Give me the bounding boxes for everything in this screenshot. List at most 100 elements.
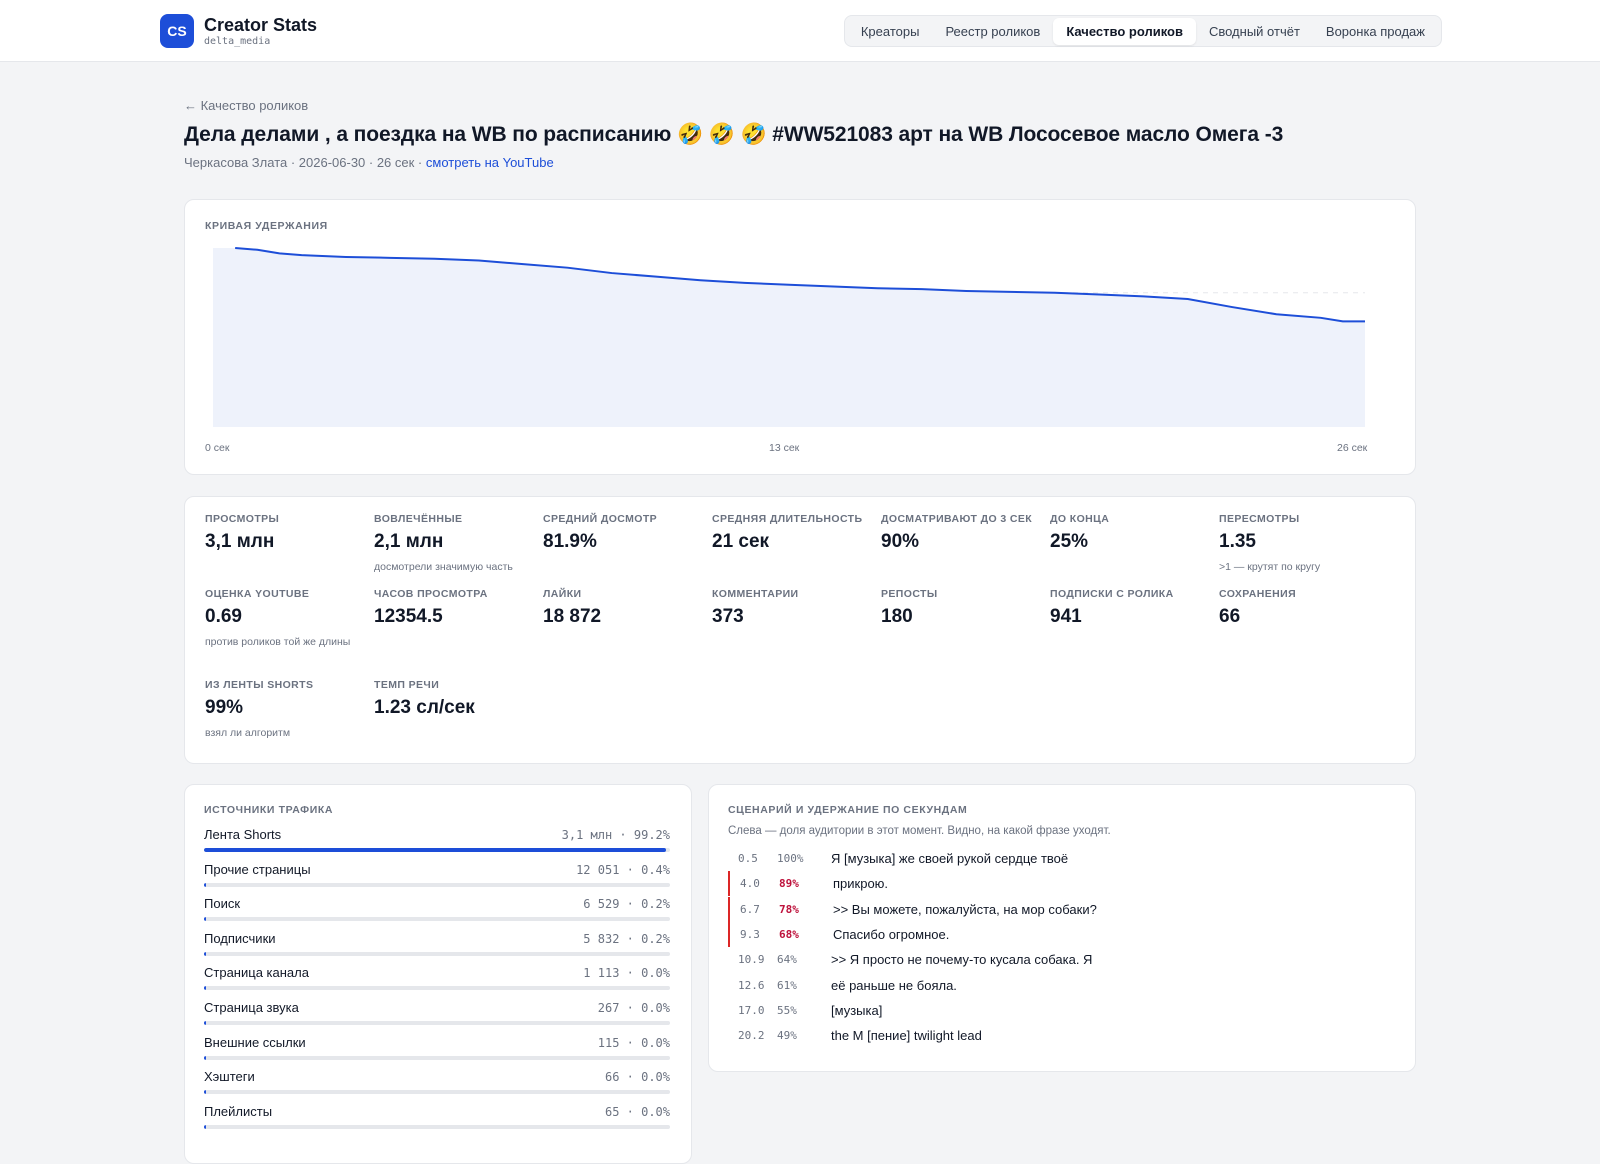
traffic-share-bar <box>204 882 670 887</box>
traffic-source-value: 1 113 · 0.0% <box>583 966 670 981</box>
traffic-share-fill <box>204 986 206 991</box>
script-row: 6.7 78% >> Вы можете, пожалуйста, на мор с… <box>728 896 1388 922</box>
script-row: 20.2 49% the M [пение] twilight lead <box>728 1023 1388 1048</box>
metric-label: ДО КОНЦА <box>1050 513 1110 525</box>
metric-label: СРЕДНИЙ ДОСМОТР <box>543 513 658 525</box>
script-retention-card: СЦЕНАРИЙ И УДЕРЖАНИЕ ПО СЕКУНДАМ Слева —… <box>708 784 1416 1072</box>
retention-title: КРИВАЯ УДЕРЖАНИЯ <box>205 220 328 232</box>
traffic-share-bar <box>204 986 670 991</box>
metric-value: 373 <box>712 606 744 627</box>
script-phrase: the M [пение] twilight lead <box>831 1028 982 1044</box>
metric-label: КОММЕНТАРИИ <box>712 588 799 600</box>
retention-line <box>235 247 1365 323</box>
retention-chart <box>213 247 1365 427</box>
script-row: 17.0 55% [музыка] <box>728 998 1388 1023</box>
traffic-source-row: Поиск 6 529 · 0.2% <box>204 896 670 922</box>
metric: ПЕРЕСМОТРЫ 1.35 >1 — крутят по кругу <box>1219 513 1384 575</box>
video-meta-text: Черкасова Злата · 2026-06-30 · 26 сек · <box>184 155 426 170</box>
traffic-sources-card: ИСТОЧНИКИ ТРАФИКА Лента Shorts 3,1 млн · … <box>184 784 692 1164</box>
traffic-share-fill <box>204 1055 206 1060</box>
metric-sub: >1 — крутят по кругу <box>1219 561 1321 573</box>
metric-sub: против роликов той же длины <box>205 636 351 648</box>
app-name: Creator Stats <box>204 14 318 35</box>
metric-value: 81.9% <box>543 531 597 552</box>
main-nav: Креаторы Реестр роликов Качество роликов Св… <box>843 15 1442 47</box>
script-retention-pct: 100% <box>777 852 804 865</box>
traffic-source-value: 3,1 млн · 99.2% <box>561 828 670 842</box>
metric-label: ПРОСМОТРЫ <box>205 513 280 525</box>
traffic-source-value: 66 · 0.0% <box>604 1070 670 1085</box>
script-time: 9.3 <box>740 927 760 941</box>
metric: ДОСМАТРИВАЮТ ДО 3 СЕК 90% <box>881 513 1046 553</box>
page-title: Дела делами , а поездка на WB по расписа… <box>184 123 1284 146</box>
script-time: 17.0 <box>738 1003 765 1017</box>
script-retention-pct: 61% <box>777 978 797 992</box>
traffic-source-name: Лента Shorts <box>204 827 282 842</box>
metric: ПОДПИСКИ С РОЛИКА 941 <box>1050 588 1215 628</box>
retention-area <box>213 248 1365 427</box>
nav-tab[interactable]: Воронка продаж <box>1325 23 1425 39</box>
traffic-source-row: Прочие страницы 12 051 · 0.4% <box>204 862 670 887</box>
script-time: 4.0 <box>740 877 760 891</box>
metric: ВОВЛЕЧЁННЫЕ 2,1 млн досмотрели значимую ча… <box>374 513 539 575</box>
script-retention-pct: 78% <box>779 902 799 916</box>
traffic-title: ИСТОЧНИКИ ТРАФИКА <box>204 804 334 816</box>
metric: ОЦЕНКА YOUTUBE 0.69 против роликов той же … <box>205 588 370 650</box>
youtube-link[interactable]: смотреть на YouTube <box>425 155 554 170</box>
traffic-share-fill <box>204 1021 206 1025</box>
traffic-source-value: 5 832 · 0.2% <box>583 931 670 946</box>
metric: ЛАЙКИ 18 872 <box>543 588 708 628</box>
video-meta: Черкасова Злата · 2026-06-30 · 26 сек · … <box>184 155 1416 170</box>
traffic-source-value: 12 051 · 0.4% <box>576 862 670 877</box>
traffic-source-row: Плейлисты 65 · 0.0% <box>204 1104 670 1129</box>
nav-tab[interactable]: Реестр роликов <box>945 23 1041 39</box>
script-retention-pct: 55% <box>777 1003 797 1017</box>
script-time: 10.9 <box>738 953 765 967</box>
traffic-source-name: Поиск <box>204 896 241 912</box>
metric: СРЕДНЯЯ ДЛИТЕЛЬНОСТЬ 21 сек <box>712 513 877 553</box>
script-row: 0.5 100% Я [музыка] же своей рукой сердце … <box>728 846 1388 871</box>
metric-value: 21 сек <box>712 531 770 552</box>
metric-label: ВОВЛЕЧЁННЫЕ <box>374 513 463 525</box>
metric-label: ПЕРЕСМОТРЫ <box>1219 513 1300 525</box>
script-phrase: >> Я просто не почему-то кусала собака. … <box>831 952 1093 968</box>
script-phrase: >> Вы можете, пожалуйста, на мор собаки? <box>833 901 1097 917</box>
metric-label: РЕПОСТЫ <box>881 588 938 600</box>
metric-value: 99% <box>205 697 244 718</box>
script-row: 4.0 89% прикрою. <box>728 871 1388 897</box>
metric: ПРОСМОТРЫ 3,1 млн <box>205 513 370 553</box>
script-time: 12.6 <box>738 978 765 992</box>
traffic-share-bar <box>204 1055 670 1060</box>
traffic-source-value: 267 · 0.0% <box>597 1001 670 1015</box>
brand[interactable]: CS Creator Stats delta_media <box>160 14 317 48</box>
workspace-name: delta_media <box>204 35 271 47</box>
metric: ИЗ ЛЕНТЫ SHORTS 99% взял ли алгоритм <box>205 679 370 741</box>
script-phrase: Спасибо огромное. <box>833 926 950 942</box>
script-phrase: [музыка] <box>831 1002 883 1018</box>
metric-value: 941 <box>1050 606 1082 627</box>
nav-tab[interactable]: Сводный отчёт <box>1208 23 1300 39</box>
traffic-source-value: 65 · 0.0% <box>604 1104 670 1119</box>
traffic-source-name: Хэштеги <box>204 1069 255 1085</box>
traffic-share-fill <box>204 951 206 956</box>
metric-value: 0.69 <box>205 606 242 627</box>
metric-value: 25% <box>1050 531 1089 552</box>
traffic-share-fill <box>204 882 206 887</box>
nav-tab[interactable]: Креаторы <box>860 23 920 39</box>
traffic-source-name: Страница звука <box>204 1000 299 1015</box>
traffic-source-row: Страница канала 1 113 · 0.0% <box>204 965 670 991</box>
traffic-source-value: 6 529 · 0.2% <box>583 897 670 912</box>
traffic-share-fill <box>204 1124 206 1129</box>
traffic-share-fill <box>204 848 667 852</box>
script-retention-pct: 64% <box>777 953 797 967</box>
traffic-source-name: Подписчики <box>204 930 276 946</box>
x-tick-end: 26 сек <box>1337 442 1368 454</box>
script-title: СЦЕНАРИЙ И УДЕРЖАНИЕ ПО СЕКУНДАМ <box>728 804 968 816</box>
nav-tab[interactable]: Качество роликов <box>1053 17 1196 45</box>
script-phrase: Я [музыка] же своей рукой сердце твоё <box>831 851 1069 866</box>
back-link[interactable]: ← Качество роликов <box>184 98 309 113</box>
metric-label: ПОДПИСКИ С РОЛИКА <box>1050 588 1174 600</box>
metric-value: 90% <box>881 531 920 552</box>
metric-label: ОЦЕНКА YOUTUBE <box>205 588 310 600</box>
metric: ЧАСОВ ПРОСМОТРА 12354.5 <box>374 588 539 628</box>
